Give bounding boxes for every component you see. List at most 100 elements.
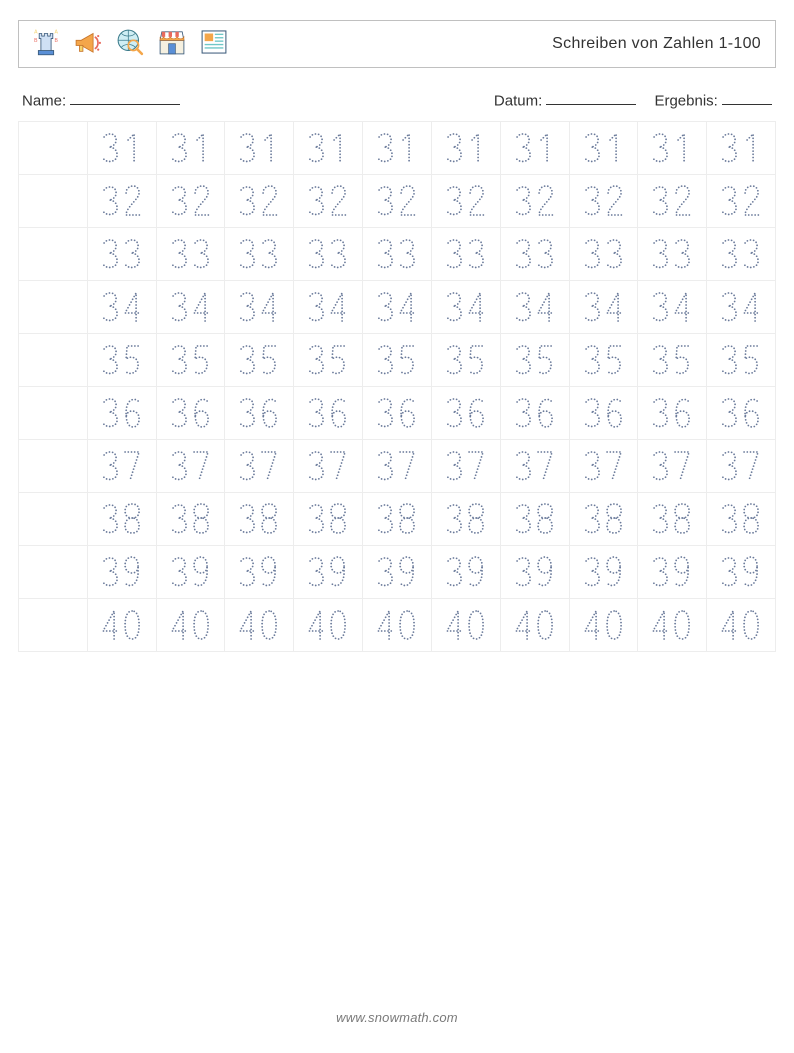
trace-cell[interactable]	[225, 175, 294, 228]
trace-cell[interactable]	[638, 334, 707, 387]
trace-cell[interactable]	[569, 175, 638, 228]
trace-cell[interactable]	[156, 175, 225, 228]
trace-cell[interactable]	[500, 387, 569, 440]
trace-cell[interactable]	[638, 493, 707, 546]
trace-cell[interactable]	[500, 599, 569, 652]
trace-cell[interactable]	[363, 493, 432, 546]
trace-cell[interactable]	[225, 387, 294, 440]
trace-cell[interactable]	[638, 546, 707, 599]
trace-cell[interactable]	[707, 334, 776, 387]
trace-cell[interactable]	[363, 546, 432, 599]
trace-cell[interactable]	[87, 175, 156, 228]
trace-cell[interactable]	[225, 599, 294, 652]
trace-cell[interactable]	[569, 122, 638, 175]
trace-cell[interactable]	[363, 122, 432, 175]
trace-cell[interactable]	[19, 281, 88, 334]
trace-cell[interactable]	[294, 493, 363, 546]
trace-cell[interactable]	[363, 175, 432, 228]
trace-cell[interactable]	[19, 387, 88, 440]
trace-cell[interactable]	[500, 440, 569, 493]
trace-cell[interactable]	[707, 387, 776, 440]
trace-cell[interactable]	[19, 493, 88, 546]
trace-cell[interactable]	[87, 599, 156, 652]
trace-cell[interactable]	[638, 387, 707, 440]
trace-cell[interactable]	[19, 122, 88, 175]
score-blank[interactable]	[722, 90, 772, 105]
trace-cell[interactable]	[225, 440, 294, 493]
trace-cell[interactable]	[19, 228, 88, 281]
trace-cell[interactable]	[87, 546, 156, 599]
trace-cell[interactable]	[363, 387, 432, 440]
trace-cell[interactable]	[707, 599, 776, 652]
trace-cell[interactable]	[87, 334, 156, 387]
trace-cell[interactable]	[569, 228, 638, 281]
trace-cell[interactable]	[431, 599, 500, 652]
trace-cell[interactable]	[87, 440, 156, 493]
trace-cell[interactable]	[500, 175, 569, 228]
trace-cell[interactable]	[638, 281, 707, 334]
trace-cell[interactable]	[707, 493, 776, 546]
trace-cell[interactable]	[294, 175, 363, 228]
trace-cell[interactable]	[87, 387, 156, 440]
trace-cell[interactable]	[19, 440, 88, 493]
trace-cell[interactable]	[294, 122, 363, 175]
trace-cell[interactable]	[638, 175, 707, 228]
trace-cell[interactable]	[156, 546, 225, 599]
trace-cell[interactable]	[363, 334, 432, 387]
trace-cell[interactable]	[569, 440, 638, 493]
trace-cell[interactable]	[707, 281, 776, 334]
trace-cell[interactable]	[569, 599, 638, 652]
trace-cell[interactable]	[294, 281, 363, 334]
trace-cell[interactable]	[294, 599, 363, 652]
trace-cell[interactable]	[19, 599, 88, 652]
name-blank[interactable]	[70, 90, 180, 105]
trace-cell[interactable]	[500, 122, 569, 175]
trace-cell[interactable]	[431, 387, 500, 440]
trace-cell[interactable]	[225, 122, 294, 175]
trace-cell[interactable]	[87, 122, 156, 175]
trace-cell[interactable]	[294, 387, 363, 440]
trace-cell[interactable]	[638, 440, 707, 493]
trace-cell[interactable]	[225, 228, 294, 281]
trace-cell[interactable]	[225, 546, 294, 599]
trace-cell[interactable]	[363, 228, 432, 281]
trace-cell[interactable]	[431, 281, 500, 334]
trace-cell[interactable]	[431, 546, 500, 599]
trace-cell[interactable]	[156, 599, 225, 652]
trace-cell[interactable]	[500, 546, 569, 599]
trace-cell[interactable]	[569, 387, 638, 440]
trace-cell[interactable]	[707, 122, 776, 175]
trace-cell[interactable]	[156, 440, 225, 493]
trace-cell[interactable]	[500, 281, 569, 334]
trace-cell[interactable]	[156, 334, 225, 387]
trace-cell[interactable]	[431, 228, 500, 281]
trace-cell[interactable]	[294, 228, 363, 281]
trace-cell[interactable]	[500, 228, 569, 281]
trace-cell[interactable]	[19, 175, 88, 228]
trace-cell[interactable]	[156, 228, 225, 281]
trace-cell[interactable]	[638, 599, 707, 652]
trace-cell[interactable]	[431, 440, 500, 493]
trace-cell[interactable]	[294, 546, 363, 599]
trace-cell[interactable]	[156, 281, 225, 334]
trace-cell[interactable]	[87, 281, 156, 334]
trace-cell[interactable]	[19, 334, 88, 387]
trace-cell[interactable]	[294, 334, 363, 387]
date-blank[interactable]	[546, 90, 636, 105]
trace-cell[interactable]	[569, 493, 638, 546]
trace-cell[interactable]	[431, 334, 500, 387]
trace-cell[interactable]	[294, 440, 363, 493]
trace-cell[interactable]	[156, 122, 225, 175]
trace-cell[interactable]	[225, 493, 294, 546]
trace-cell[interactable]	[363, 440, 432, 493]
trace-cell[interactable]	[19, 546, 88, 599]
trace-cell[interactable]	[156, 387, 225, 440]
trace-cell[interactable]	[225, 281, 294, 334]
trace-cell[interactable]	[638, 228, 707, 281]
trace-cell[interactable]	[156, 493, 225, 546]
trace-cell[interactable]	[225, 334, 294, 387]
trace-cell[interactable]	[707, 175, 776, 228]
trace-cell[interactable]	[87, 228, 156, 281]
trace-cell[interactable]	[707, 546, 776, 599]
trace-cell[interactable]	[363, 599, 432, 652]
